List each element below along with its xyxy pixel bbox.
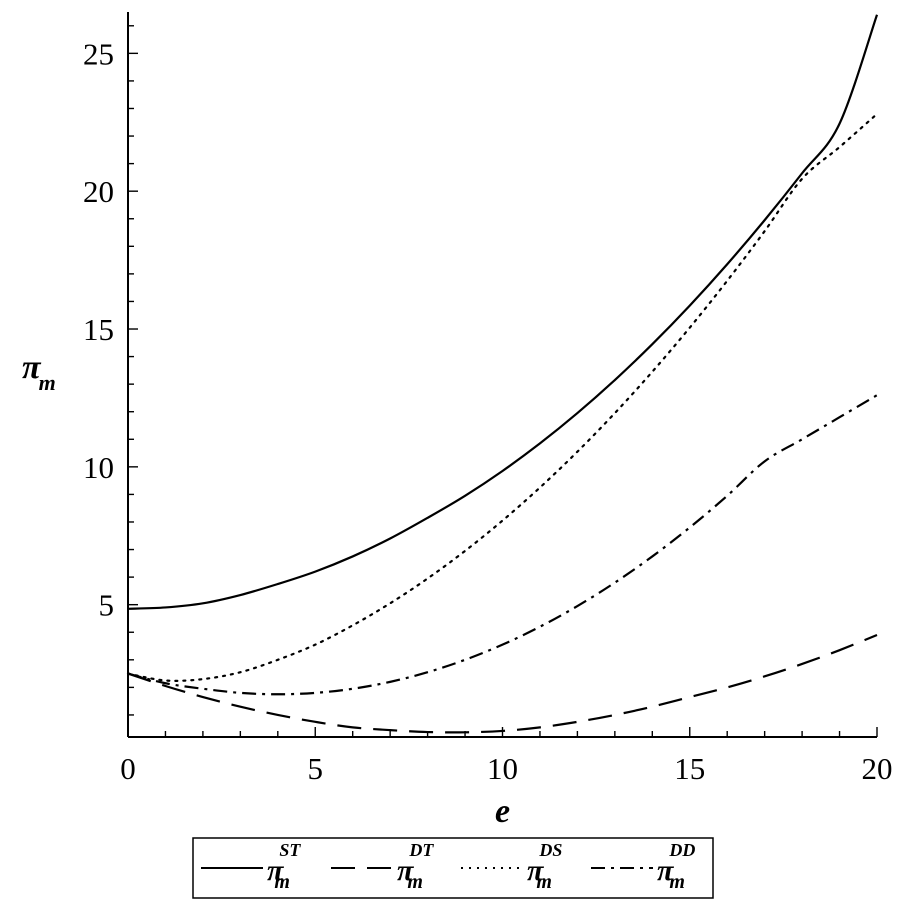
x-tick-label: 20 bbox=[862, 751, 893, 786]
legend: πST m πDT m πDS m πDD m bbox=[192, 837, 714, 899]
x-tick-label: 0 bbox=[120, 751, 136, 786]
axes-layer bbox=[127, 12, 878, 738]
legend-label-ds: πDS m bbox=[527, 840, 562, 893]
series-line-dt bbox=[127, 633, 878, 734]
y-tick-label: 15 bbox=[83, 312, 114, 347]
series-line-ds bbox=[126, 112, 879, 682]
series-line-st bbox=[127, 14, 879, 610]
x-axis-label: e bbox=[495, 793, 510, 830]
x-tick-label: 5 bbox=[308, 751, 324, 786]
legend-label-dd: πDD m bbox=[657, 840, 695, 893]
x-tick-label: 10 bbox=[487, 751, 518, 786]
y-tick-label: 25 bbox=[83, 36, 114, 71]
y-tick-label: 5 bbox=[99, 588, 115, 623]
y-tick-label: 20 bbox=[83, 174, 114, 209]
y-axis-label: πm bbox=[22, 349, 56, 395]
x-tick-label: 15 bbox=[674, 751, 705, 786]
series-line-dd bbox=[127, 394, 878, 696]
legend-label-st: πST m bbox=[267, 840, 301, 893]
labels-layer: 0 5 10 15 20 5 10 15 20 25 e πm bbox=[22, 36, 893, 830]
series-layer bbox=[126, 14, 879, 734]
legend-label-dt: πDT m bbox=[397, 840, 434, 893]
y-tick-label: 10 bbox=[83, 450, 114, 485]
